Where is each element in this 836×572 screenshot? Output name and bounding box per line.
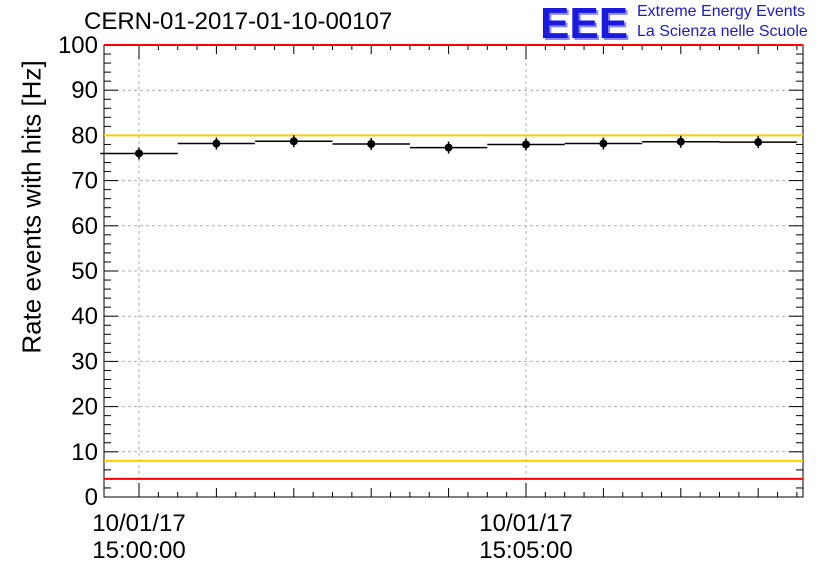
y-tick-label: 50 — [71, 258, 98, 285]
logo-caption: Extreme Energy Events La Scienza nelle S… — [637, 2, 808, 42]
data-marker — [367, 139, 376, 148]
y-tick-label: 10 — [71, 439, 98, 466]
data-point — [719, 136, 797, 149]
logo-line-1: Extreme Energy Events — [637, 3, 806, 20]
y-tick-label: 20 — [71, 394, 98, 421]
x-tick-label-time: 15:05:00 — [479, 537, 572, 564]
data-marker — [212, 139, 221, 148]
y-tick-label: 80 — [71, 122, 98, 149]
chart-title: CERN-01-2017-01-10-00107 — [84, 8, 393, 35]
logo-mark-shadow: EEE — [542, 2, 630, 46]
data-marker — [522, 140, 530, 149]
data-point — [255, 135, 333, 148]
data-point — [487, 138, 565, 151]
y-tick-label: 60 — [71, 213, 98, 240]
y-tick-label: 100 — [58, 32, 98, 59]
data-marker — [754, 138, 763, 147]
y-tick-label: 0 — [85, 484, 98, 511]
data-point — [564, 137, 643, 150]
data-point — [332, 137, 410, 150]
x-tick-label-date: 10/01/17 — [479, 510, 572, 537]
y-tick-label: 30 — [71, 348, 98, 375]
data-point — [642, 135, 720, 148]
logo-line-2: La Scienza nelle Scuole — [637, 23, 808, 40]
data-marker — [289, 137, 298, 146]
y-tick-label: 90 — [71, 77, 98, 104]
eee-logo-icon: EEE EEE — [540, 2, 630, 46]
data-marker — [444, 143, 453, 152]
logo-mark: EEE — [540, 2, 628, 46]
data-point — [177, 137, 256, 150]
x-tick-label-time: 15:00:00 — [92, 537, 185, 564]
data-point — [409, 141, 488, 154]
x-tick-label-date: 10/01/17 — [92, 510, 185, 537]
data-marker — [676, 137, 685, 146]
data-marker — [135, 149, 143, 158]
data-marker — [599, 139, 608, 148]
data-point — [100, 147, 178, 160]
y-tick-label: 70 — [71, 168, 98, 195]
y-tick-label: 40 — [71, 303, 98, 330]
